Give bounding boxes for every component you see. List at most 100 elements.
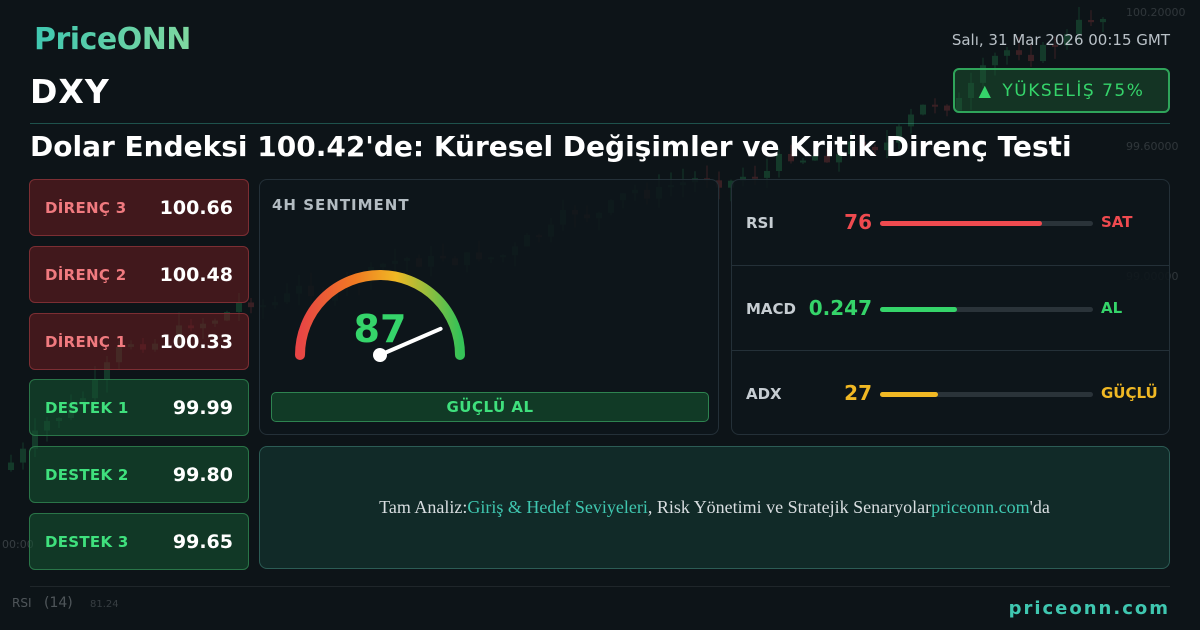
- triangle-up-icon: ▲: [978, 81, 993, 100]
- bg-candle-body: [944, 105, 950, 111]
- rsi-pane-label: RSI: [12, 596, 32, 610]
- support-level-3: DESTEK 3 99.65: [29, 513, 249, 570]
- indicator-adx: ADX 27 GÜÇLÜ: [732, 350, 1169, 435]
- bg-candle-body: [1064, 34, 1070, 46]
- indicator-track: [880, 221, 1093, 226]
- rsi-pane-values: 81.24: [90, 599, 119, 610]
- price-axis-label-top: 100.20000: [1126, 6, 1186, 19]
- bg-candle-body: [8, 462, 14, 470]
- bg-candle-body: [104, 362, 110, 380]
- trend-badge: ▲ YÜKSELİŞ 75%: [953, 68, 1170, 113]
- bg-candle-body: [812, 155, 818, 161]
- resistance-level-1: DİRENÇ 1 100.33: [29, 313, 249, 370]
- indicator-track: [880, 307, 1093, 312]
- bg-candle-body: [1004, 50, 1010, 56]
- full-analysis-banner[interactable]: Tam Analiz: Giriş & Hedef Seviyeleri , R…: [259, 446, 1170, 569]
- indicator-name: ADX: [746, 385, 782, 403]
- sentiment-signal: GÜÇLÜ AL: [271, 392, 709, 422]
- ticker-symbol: DXY: [30, 72, 110, 111]
- bg-candle-body: [848, 141, 854, 155]
- bg-candle-body: [860, 141, 866, 147]
- cta-suffix: 'da: [1029, 497, 1050, 517]
- indicator-fill: [880, 307, 957, 312]
- gauge-pivot: [373, 348, 387, 362]
- sentiment-gauge: 87: [295, 270, 465, 362]
- price-axis-label-mid: 99.60000: [1126, 140, 1179, 153]
- indicator-signal: AL: [1101, 299, 1123, 317]
- level-value: 99.80: [172, 463, 233, 486]
- level-value: 99.65: [172, 530, 233, 553]
- bg-candle-body: [1016, 50, 1022, 55]
- level-value: 99.99: [172, 396, 233, 419]
- level-label: DESTEK 1: [45, 398, 129, 417]
- page-title: Dolar Endeksi 100.42'de: Küresel Değişim…: [30, 130, 1072, 163]
- indicators-panel: RSI 76 SAT MACD 0.247 AL ADX 27 GÜÇLÜ: [731, 179, 1170, 435]
- bg-candle-body: [800, 160, 806, 163]
- timestamp: Salı, 31 Mar 2026 00:15 GMT: [951, 31, 1170, 49]
- header-divider: [30, 123, 1170, 124]
- indicator-rsi: RSI 76 SAT: [732, 180, 1169, 265]
- bg-candle-body: [968, 82, 974, 98]
- level-value: 100.48: [159, 263, 233, 286]
- bg-candle-body: [1100, 18, 1106, 23]
- indicator-macd: MACD 0.247 AL: [732, 265, 1169, 350]
- bg-candle-body: [1052, 44, 1058, 47]
- gauge-needle: [378, 326, 443, 357]
- bg-candle-body: [764, 171, 770, 178]
- gauge-arc: [295, 270, 465, 360]
- bg-candle-body: [920, 104, 926, 115]
- indicator-value: 0.247: [808, 296, 872, 320]
- bg-candle-body: [32, 430, 38, 449]
- indicator-name: RSI: [746, 214, 774, 232]
- time-axis-label: 00:00: [2, 538, 34, 551]
- level-label: DİRENÇ 3: [45, 198, 127, 217]
- rsi-pane-period: (14): [44, 595, 73, 611]
- bg-candle-body: [956, 97, 962, 111]
- resistance-level-2: DİRENÇ 2 100.48: [29, 246, 249, 303]
- bg-candle-body: [716, 180, 722, 188]
- bg-candle-body: [776, 153, 782, 172]
- trend-label: YÜKSELİŞ 75%: [1002, 80, 1145, 101]
- footer-url-link[interactable]: priceonn.com: [1008, 598, 1170, 619]
- bg-candle-body: [752, 176, 758, 179]
- level-label: DİRENÇ 1: [45, 332, 127, 351]
- bg-candle-body: [1040, 44, 1046, 62]
- level-label: DESTEK 2: [45, 465, 129, 484]
- bg-candle-body: [1076, 19, 1082, 35]
- bg-candle-body: [740, 176, 746, 181]
- indicator-value: 76: [844, 210, 872, 234]
- bg-candle-body: [884, 142, 890, 151]
- bg-candle-body: [1028, 54, 1034, 62]
- bg-candle-body: [236, 302, 242, 312]
- footer-divider: [30, 586, 1170, 587]
- indicator-fill: [880, 221, 1042, 226]
- level-value: 100.33: [159, 330, 233, 353]
- bg-candle-body: [20, 448, 26, 463]
- brand-logo: PriceONN: [34, 22, 191, 57]
- indicator-name: MACD: [746, 300, 796, 318]
- cta-highlight-link[interactable]: Giriş & Hedef Seviyeleri: [467, 497, 648, 517]
- bg-candle-body: [908, 114, 914, 127]
- cta-middle: , Risk Yönetimi ve Stratejik Senaryolar: [647, 497, 932, 517]
- bg-candle-body: [872, 146, 878, 151]
- bg-candle-body: [980, 65, 986, 83]
- sentiment-panel: 4H SENTIMENT 87 GÜÇLÜ AL: [259, 179, 719, 435]
- sentiment-title: 4H SENTIMENT: [272, 196, 410, 214]
- cta-site-link[interactable]: priceonn.com: [931, 497, 1030, 517]
- level-label: DİRENÇ 2: [45, 265, 127, 284]
- support-level-1: DESTEK 1 99.99: [29, 379, 249, 436]
- indicator-fill: [880, 392, 938, 397]
- bg-candle-body: [1088, 20, 1094, 23]
- level-label: DESTEK 3: [45, 532, 129, 551]
- support-level-2: DESTEK 2 99.80: [29, 446, 249, 503]
- bg-candle-body: [788, 153, 794, 162]
- bg-candle-body: [836, 154, 842, 163]
- bg-candle-body: [992, 55, 998, 66]
- bg-candle-body: [248, 302, 254, 308]
- sentiment-score: 87: [354, 307, 407, 351]
- bg-candle-body: [932, 104, 938, 107]
- indicator-track: [880, 392, 1093, 397]
- indicator-signal: GÜÇLÜ: [1101, 384, 1158, 402]
- indicator-signal: SAT: [1101, 213, 1133, 231]
- resistance-level-3: DİRENÇ 3 100.66: [29, 179, 249, 236]
